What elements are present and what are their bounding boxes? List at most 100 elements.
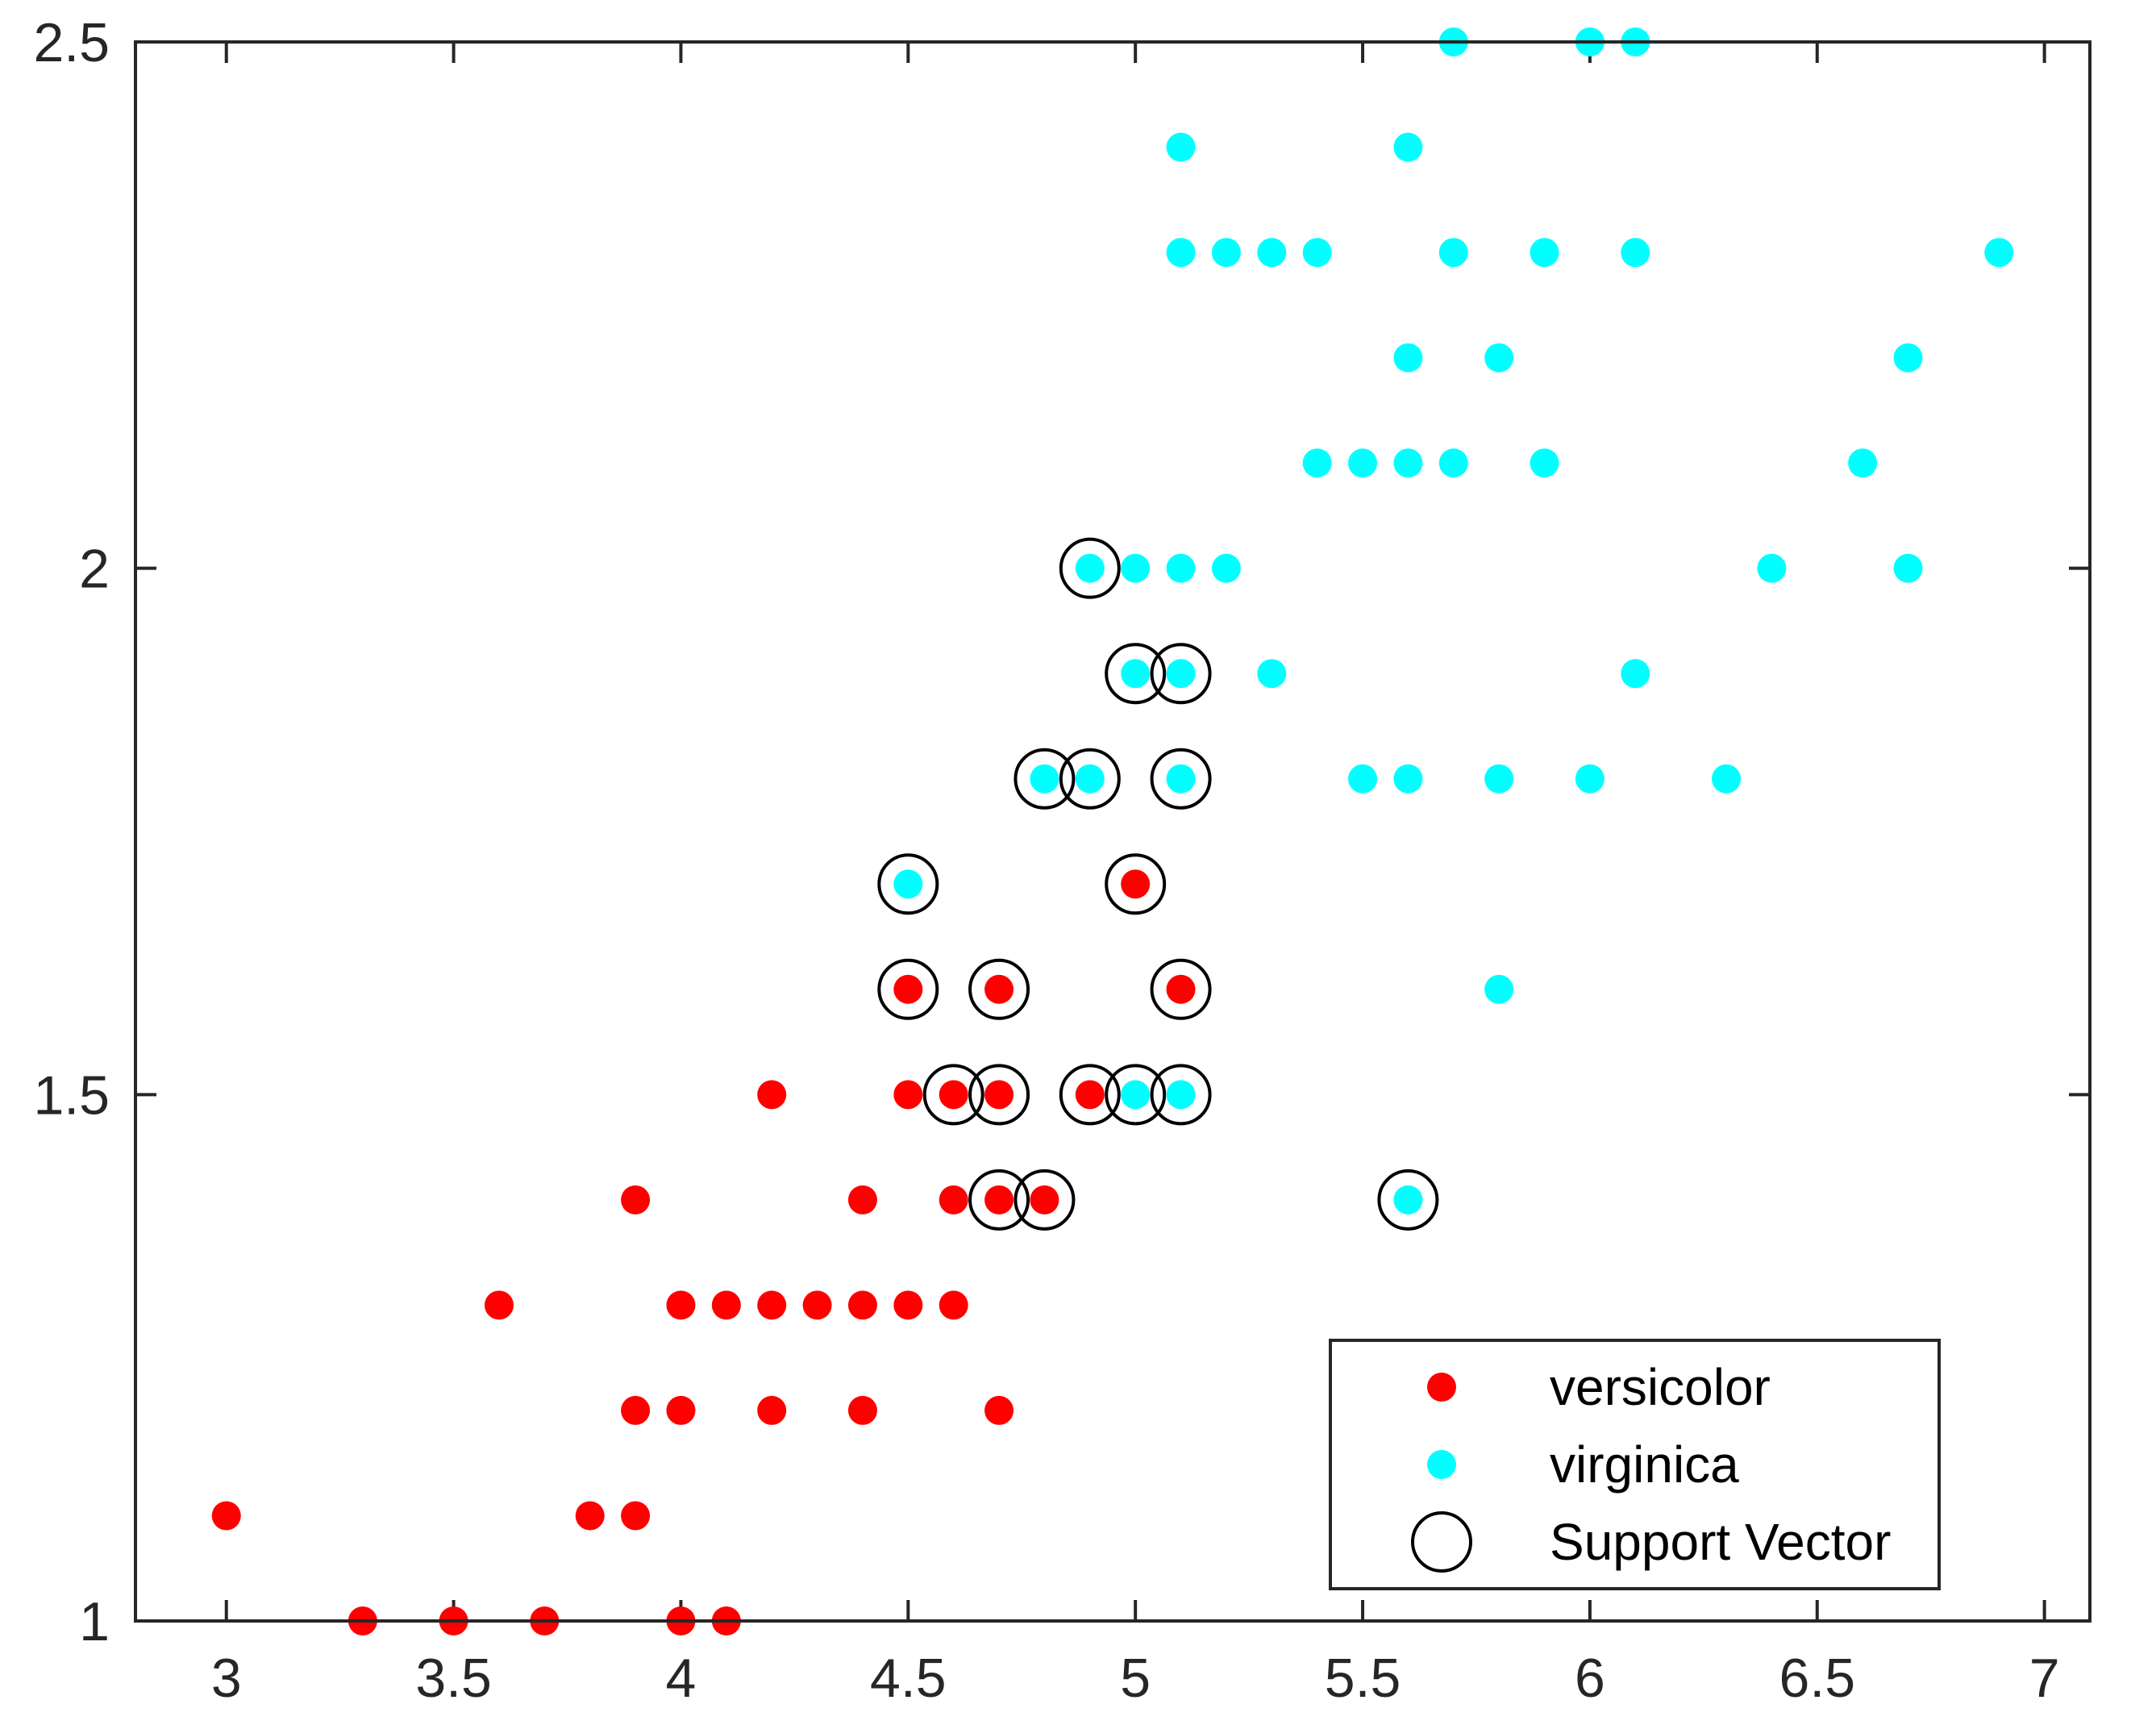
virginica-point: [1712, 764, 1742, 794]
x-tick-label: 4: [666, 1648, 697, 1709]
virginica-point: [1257, 659, 1287, 689]
versicolor-point: [666, 1395, 696, 1425]
versicolor-point: [757, 1395, 787, 1425]
virginica-point: [1166, 764, 1196, 794]
virginica-point: [1484, 343, 1514, 373]
support-vector-marker: [1150, 748, 1212, 810]
x-tick-label: 5.5: [1325, 1648, 1401, 1709]
support-vector-marker: [877, 958, 939, 1020]
legend: versicolor virginica Support Vector: [1329, 1339, 1941, 1590]
virginica-point: [1484, 974, 1514, 1004]
support-vector-marker: [1105, 643, 1167, 705]
virginica-point: [1393, 343, 1423, 373]
versicolor-point: [939, 1185, 968, 1215]
virginica-point: [1530, 448, 1559, 478]
versicolor-point: [1166, 974, 1196, 1004]
virginica-point: [1075, 764, 1105, 794]
virginica-point: [1166, 1080, 1196, 1110]
support-vector-marker: [968, 958, 1030, 1020]
virginica-point: [1121, 659, 1151, 689]
versicolor-point: [666, 1290, 696, 1320]
y-tick-label: 2.5: [33, 12, 110, 73]
versicolor-point: [984, 1395, 1014, 1425]
y-tick-label: 2: [79, 539, 110, 600]
virginica-point: [1893, 553, 1923, 583]
versicolor-point: [893, 974, 923, 1004]
virginica-point: [1075, 553, 1105, 583]
support-vector-marker: [1105, 1064, 1167, 1126]
virginica-point: [1211, 238, 1241, 268]
virginica-point: [1393, 132, 1423, 162]
versicolor-point: [984, 1185, 1014, 1215]
support-vector-marker: [1105, 853, 1167, 915]
support-vector-marker: [922, 1064, 984, 1126]
versicolor-point: [893, 1080, 923, 1110]
legend-marker-virginica: [1427, 1450, 1456, 1479]
versicolor-point: [621, 1395, 651, 1425]
versicolor-point: [757, 1290, 787, 1320]
legend-label-support-vector: Support Vector: [1550, 1513, 1891, 1571]
virginica-point: [1757, 553, 1787, 583]
virginica-point: [1121, 1080, 1151, 1110]
virginica-point: [1211, 553, 1241, 583]
x-tick-label: 6: [1575, 1648, 1605, 1709]
support-vector-marker: [1150, 958, 1212, 1020]
virginica-point: [1302, 238, 1332, 268]
virginica-point: [1438, 448, 1468, 478]
versicolor-point: [847, 1185, 877, 1215]
support-vector-marker: [1150, 1064, 1212, 1126]
virginica-point: [1393, 764, 1423, 794]
virginica-point: [1302, 448, 1332, 478]
virginica-point: [1484, 764, 1514, 794]
virginica-point: [1393, 1185, 1423, 1215]
x-tick-label: 3.5: [415, 1648, 492, 1709]
x-tick-label: 3: [211, 1648, 242, 1709]
virginica-point: [1348, 764, 1378, 794]
virginica-point: [1438, 238, 1468, 268]
versicolor-point: [211, 1501, 241, 1531]
versicolor-point: [575, 1501, 605, 1531]
virginica-point: [1166, 553, 1196, 583]
virginica-point: [1621, 659, 1650, 689]
x-tick-label: 6.5: [1779, 1648, 1856, 1709]
legend-marker-versicolor: [1427, 1373, 1456, 1402]
plot-frame: [134, 40, 2091, 1623]
versicolor-point: [984, 974, 1014, 1004]
versicolor-point: [711, 1290, 741, 1320]
virginica-point: [1348, 448, 1378, 478]
support-vector-marker: [968, 1169, 1030, 1231]
virginica-point: [1166, 132, 1196, 162]
virginica-point: [1984, 238, 2014, 268]
versicolor-point: [802, 1290, 832, 1320]
versicolor-point: [847, 1290, 877, 1320]
support-vector-marker: [877, 853, 939, 915]
virginica-point: [1166, 659, 1196, 689]
virginica-point: [1393, 448, 1423, 478]
x-tick-label: 7: [2029, 1648, 2060, 1709]
virginica-point: [1893, 343, 1923, 373]
x-tick-label: 4.5: [870, 1648, 947, 1709]
versicolor-point: [621, 1185, 651, 1215]
versicolor-point: [484, 1290, 514, 1320]
virginica-point: [1121, 553, 1151, 583]
versicolor-point: [757, 1080, 787, 1110]
support-vector-marker: [1013, 748, 1076, 810]
legend-label-versicolor: versicolor: [1550, 1358, 1771, 1416]
virginica-point: [1848, 448, 1878, 478]
virginica-point: [1575, 764, 1605, 794]
support-vector-marker: [1059, 1064, 1121, 1126]
versicolor-point: [1030, 1185, 1059, 1215]
virginica-point: [1621, 238, 1650, 268]
virginica-point: [1530, 238, 1559, 268]
virginica-point: [1030, 764, 1059, 794]
support-vector-marker: [1150, 643, 1212, 705]
x-tick-label: 5: [1120, 1648, 1151, 1709]
axis-ticks: 3 3.5 4 4.5 5 5.5 6 6.5 7 1 1.5 2 2.5: [33, 12, 2090, 1709]
support-vector-marker: [1059, 748, 1121, 810]
versicolor-point: [939, 1080, 968, 1110]
legend-marker-support-vector: [1411, 1511, 1472, 1573]
versicolor-point: [621, 1501, 651, 1531]
versicolor-point: [847, 1395, 877, 1425]
versicolor-point: [939, 1290, 968, 1320]
support-vector-marker: [1059, 537, 1121, 599]
